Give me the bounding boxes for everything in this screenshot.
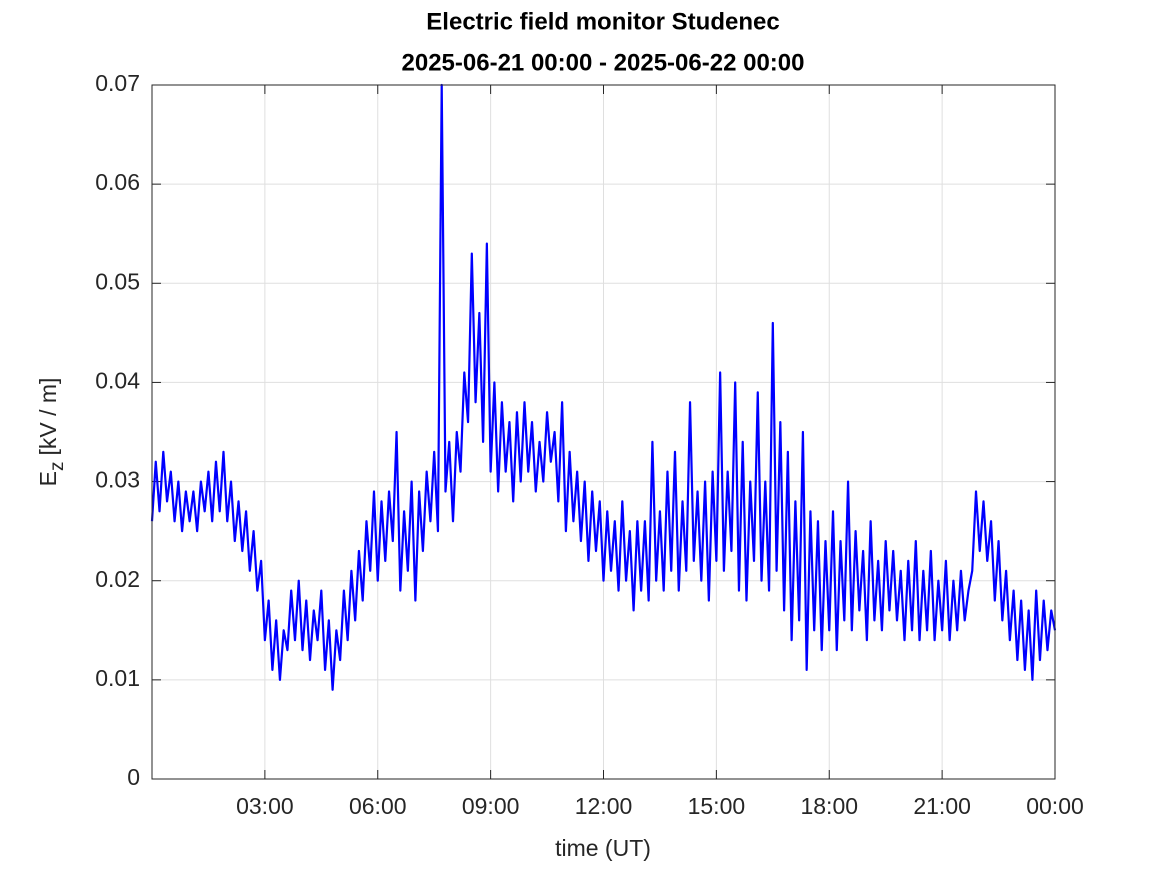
x-tick-label: 21:00 [913,793,971,819]
chart-title: Electric field monitor Studenec [426,8,779,35]
chart-subtitle: 2025-06-21 00:00 - 2025-06-22 00:00 [402,49,805,76]
y-tick-label: 0.02 [95,566,140,592]
data-line [150,83,1057,691]
y-label-unit: [kV / m] [35,378,61,456]
y-tick-label: 0.06 [95,169,140,195]
y-tick-label: 0.05 [95,268,140,294]
y-axis-label: Ez [kV / m] [35,378,68,487]
y-tick-label: 0.01 [95,665,140,691]
x-tick-label: 09:00 [462,793,520,819]
y-label-sub: z [47,462,68,472]
y-tick-label: 0.04 [95,368,140,394]
x-tick-label: 15:00 [688,793,746,819]
x-tick-label: 03:00 [236,793,294,819]
y-tick-label: 0.07 [95,70,140,96]
plot-frame [151,84,1056,780]
x-axis-label: time (UT) [555,835,651,861]
y-tick-label: 0 [127,764,140,790]
y-tick-label: 0.03 [95,467,140,493]
x-tick-label: 06:00 [349,793,407,819]
x-tick-label: 18:00 [800,793,858,819]
x-tick-label: 00:00 [1026,793,1084,819]
x-tick-label: 12:00 [575,793,633,819]
y-label-main: E [35,471,61,486]
